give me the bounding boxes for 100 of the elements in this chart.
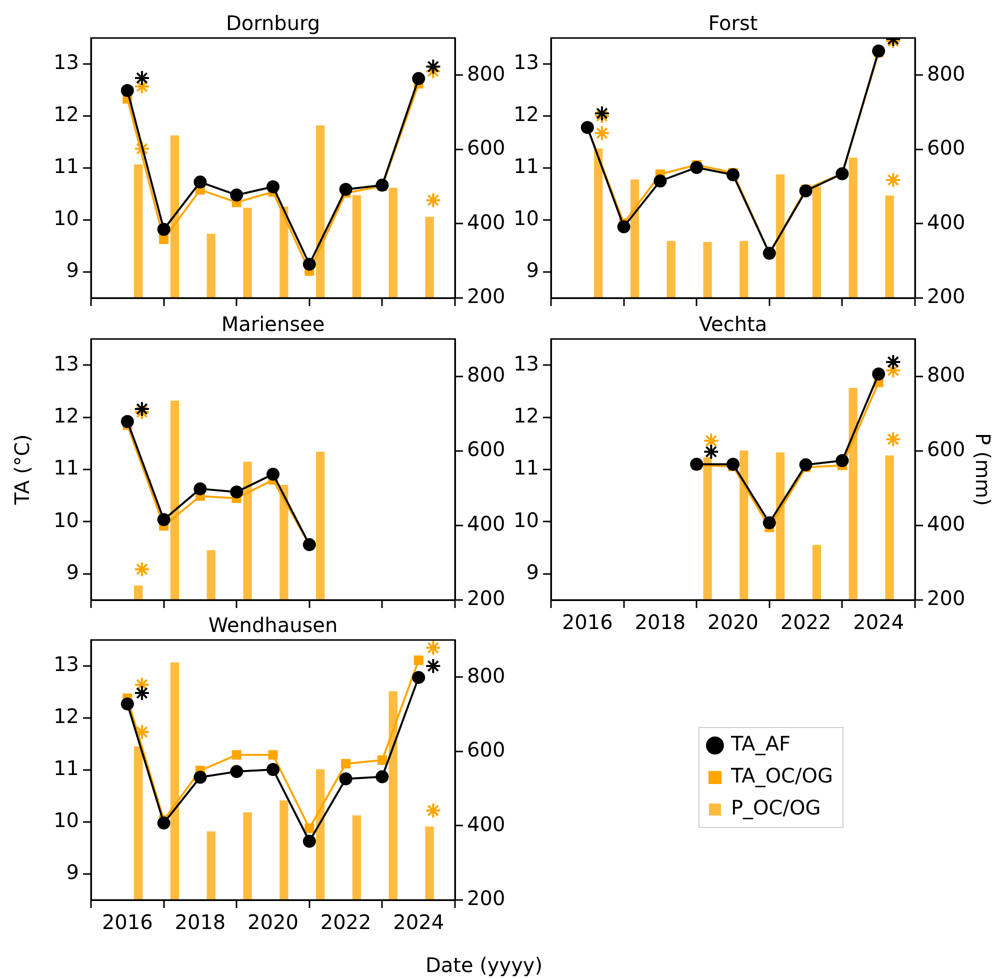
- x-tick-label: 2016: [562, 610, 613, 634]
- y-tick-label: 13: [54, 351, 79, 376]
- point: [159, 234, 169, 244]
- point: [425, 658, 442, 674]
- point: [194, 770, 207, 784]
- legend-label: TA_OC/OG: [730, 764, 833, 788]
- y2-tick-label: 600: [927, 136, 966, 160]
- point: [690, 160, 704, 174]
- point: [266, 180, 280, 194]
- chart-title: Mariensee: [221, 312, 325, 336]
- y-tick-label: 13: [514, 50, 539, 74]
- y-tick-label: 13: [514, 351, 539, 376]
- y2-tick-label: 400: [467, 512, 506, 536]
- point: [134, 685, 150, 702]
- y2-tick-label: 200: [467, 886, 506, 910]
- point: [120, 84, 134, 98]
- chart-title: Vechta: [698, 312, 768, 336]
- point: [232, 750, 242, 760]
- y2-tick-label: 400: [927, 210, 966, 234]
- y-tick-label: 13: [54, 50, 79, 74]
- point: [872, 44, 886, 58]
- point: [134, 70, 150, 86]
- y2-tick-label: 200: [467, 284, 506, 308]
- point: [425, 58, 442, 75]
- point: [339, 772, 352, 786]
- point: [425, 640, 442, 656]
- point: [594, 105, 610, 122]
- point: [266, 468, 280, 481]
- point: [412, 72, 426, 86]
- point: [230, 188, 244, 202]
- y-tick-label: 9: [526, 258, 539, 282]
- chart-title: Forst: [708, 11, 758, 36]
- y-tick-label: 12: [54, 704, 79, 728]
- point: [885, 172, 902, 188]
- point: [885, 431, 902, 448]
- point: [414, 656, 424, 666]
- y-tick-label: 10: [54, 808, 79, 832]
- y-tick-label: 9: [66, 560, 79, 584]
- legend-label: P_OC/OG: [730, 796, 821, 820]
- point: [302, 258, 316, 271]
- y-tick-label: 10: [54, 508, 79, 532]
- point: [377, 755, 387, 765]
- x-axis-title: Date (yyyy): [425, 953, 543, 978]
- point: [134, 400, 150, 417]
- y2-tick-label: 600: [927, 437, 966, 462]
- point: [266, 762, 280, 776]
- point: [304, 824, 314, 833]
- y2-tick-label: 400: [467, 210, 506, 234]
- x-tick-label: 2024: [393, 910, 444, 934]
- point: [120, 697, 134, 710]
- chart-title: Dornburg: [226, 11, 320, 36]
- point: [230, 765, 244, 778]
- y-tick-label: 11: [54, 154, 79, 178]
- y2-tick-label: 200: [927, 284, 966, 308]
- y-tick-label: 12: [54, 102, 79, 126]
- x-tick-label: 2016: [102, 910, 153, 934]
- point: [157, 816, 170, 830]
- y2-tick-label: 800: [467, 663, 506, 688]
- y2-tick-label: 800: [467, 362, 506, 386]
- point: [594, 125, 610, 142]
- point: [885, 354, 902, 370]
- point: [120, 414, 134, 428]
- y-axis-title: TA (°C): [10, 434, 34, 506]
- legend-label: TA_AF: [730, 732, 790, 756]
- y-tick-label: 10: [54, 206, 79, 230]
- y2-tick-label: 200: [467, 586, 506, 610]
- point: [194, 482, 207, 496]
- point: [726, 458, 740, 471]
- y-tick-label: 11: [514, 456, 539, 480]
- chart-title: Wendhausen: [208, 613, 338, 638]
- point: [194, 176, 207, 189]
- y2-tick-label: 600: [467, 738, 506, 762]
- y2-tick-label: 800: [927, 362, 966, 386]
- point: [268, 750, 278, 760]
- x-tick-label: 2018: [174, 910, 226, 934]
- point: [703, 432, 720, 449]
- point: [376, 178, 389, 192]
- point: [690, 458, 704, 471]
- y2-tick-label: 800: [467, 61, 506, 86]
- y2-tick-label: 200: [927, 586, 966, 610]
- x-tick-label: 2022: [320, 910, 372, 934]
- y2-tick-label: 400: [467, 812, 506, 836]
- point: [134, 404, 150, 420]
- y-tick-label: 11: [54, 756, 79, 780]
- y-tick-label: 9: [66, 860, 79, 884]
- y2-tick-label: 400: [927, 512, 966, 536]
- point: [376, 770, 389, 784]
- x-tick-label: 2020: [248, 910, 298, 934]
- point: [799, 458, 812, 472]
- point: [654, 174, 667, 188]
- y-tick-label: 11: [54, 456, 79, 480]
- y-tick-label: 12: [54, 404, 79, 428]
- point: [799, 184, 812, 198]
- y-tick-label: 10: [514, 508, 539, 532]
- y-tick-label: 13: [54, 652, 79, 676]
- y2-axis-title: P (mm): [970, 433, 993, 506]
- point: [617, 220, 630, 234]
- point: [302, 834, 316, 848]
- y2-tick-label: 600: [467, 136, 506, 160]
- y-tick-label: 12: [514, 404, 539, 428]
